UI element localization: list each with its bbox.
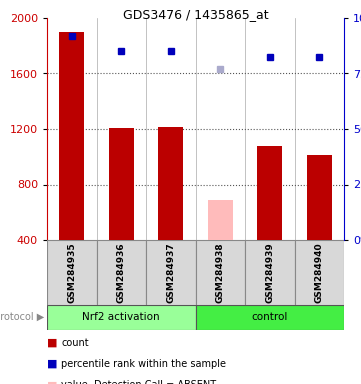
Text: percentile rank within the sample: percentile rank within the sample [61, 359, 226, 369]
Bar [196, 305, 344, 330]
Text: GSM284935: GSM284935 [67, 242, 76, 303]
Text: GDS3476 / 1435865_at: GDS3476 / 1435865_at [123, 8, 268, 21]
Bar [196, 240, 245, 305]
Text: GSM284936: GSM284936 [117, 242, 126, 303]
Text: control: control [252, 313, 288, 323]
Bar [47, 305, 196, 330]
Bar [96, 240, 146, 305]
Text: ■: ■ [47, 338, 57, 348]
Text: ■: ■ [47, 359, 57, 369]
Bar [307, 156, 332, 240]
Bar [245, 240, 295, 305]
Bar [59, 32, 84, 240]
Text: GSM284938: GSM284938 [216, 242, 225, 303]
Text: ■: ■ [47, 380, 57, 384]
Bar [146, 240, 196, 305]
Bar [295, 240, 344, 305]
Text: GSM284940: GSM284940 [315, 242, 324, 303]
Text: Nrf2 activation: Nrf2 activation [82, 313, 160, 323]
Text: GSM284937: GSM284937 [166, 242, 175, 303]
Bar [208, 200, 232, 240]
Bar [47, 240, 96, 305]
Text: GSM284939: GSM284939 [265, 242, 274, 303]
Text: protocol ▶: protocol ▶ [0, 313, 44, 323]
Text: value, Detection Call = ABSENT: value, Detection Call = ABSENT [61, 380, 217, 384]
Text: count: count [61, 338, 89, 348]
Bar [257, 146, 282, 240]
Bar [158, 127, 183, 240]
Bar [109, 127, 134, 240]
